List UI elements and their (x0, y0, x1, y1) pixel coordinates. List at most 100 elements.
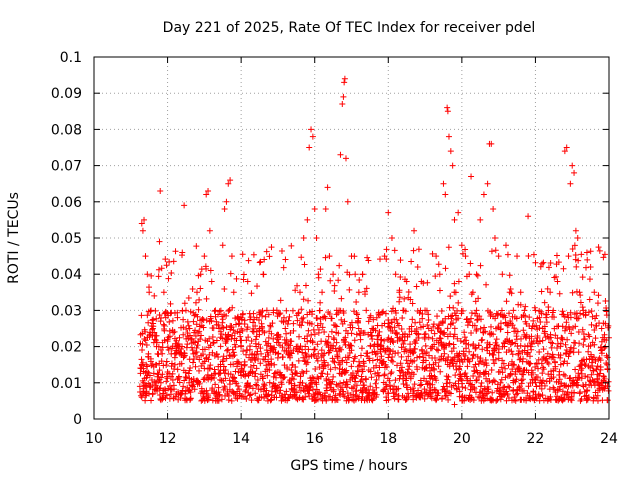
data-point (236, 390, 243, 397)
data-point (306, 387, 313, 394)
data-point (250, 319, 257, 326)
data-point (337, 151, 344, 158)
data-point (566, 349, 573, 356)
data-point (385, 354, 392, 361)
data-point (462, 385, 469, 392)
data-point (381, 337, 388, 344)
data-point (583, 264, 590, 271)
data-point (403, 278, 410, 285)
data-point (447, 148, 454, 155)
data-point (396, 289, 403, 296)
data-point (347, 342, 354, 349)
data-point (516, 365, 523, 372)
data-point (299, 368, 306, 375)
data-point (261, 329, 268, 336)
data-point (477, 216, 484, 223)
data-point (465, 341, 472, 348)
x-tick-label: 22 (527, 431, 545, 447)
data-point (314, 322, 321, 329)
data-point (448, 348, 455, 355)
data-point (538, 385, 545, 392)
data-point (319, 370, 326, 377)
data-point (293, 343, 300, 350)
data-point (468, 315, 475, 322)
data-point (564, 389, 571, 396)
data-point (361, 363, 368, 370)
data-point (540, 366, 547, 373)
data-point (244, 278, 251, 285)
data-point (179, 249, 186, 256)
data-point (197, 285, 204, 292)
data-point (392, 377, 399, 384)
data-point (211, 308, 218, 315)
data-point (256, 331, 263, 338)
data-point (497, 320, 504, 327)
data-point (576, 340, 583, 347)
data-point (200, 324, 207, 331)
data-point (259, 373, 266, 380)
data-point (500, 386, 507, 393)
data-point (182, 307, 189, 314)
data-point (305, 327, 312, 334)
data-point (431, 355, 438, 362)
data-point (313, 381, 320, 388)
data-point (395, 322, 402, 329)
data-point (588, 351, 595, 358)
data-point (193, 321, 200, 328)
data-point (564, 311, 571, 318)
data-point (161, 337, 168, 344)
data-point (452, 380, 459, 387)
data-point (187, 395, 194, 402)
data-point (473, 377, 480, 384)
data-point (276, 311, 283, 318)
data-point (441, 350, 448, 357)
data-point (431, 366, 438, 373)
data-point (361, 288, 368, 295)
data-point (157, 187, 164, 194)
data-point (562, 341, 569, 348)
data-point (451, 354, 458, 361)
data-point (509, 351, 516, 358)
data-point (414, 354, 421, 361)
y-axis-title: ROTI / TECUs (6, 192, 22, 284)
data-point (343, 378, 350, 385)
data-point (533, 322, 540, 329)
data-point (153, 361, 160, 368)
data-point (568, 330, 575, 337)
data-point (575, 328, 582, 335)
data-point (341, 318, 348, 325)
data-point (563, 319, 570, 326)
data-point (217, 361, 224, 368)
data-point (391, 395, 398, 402)
data-point (268, 360, 275, 367)
data-point (400, 380, 407, 387)
data-point (302, 343, 309, 350)
data-point (314, 357, 321, 364)
data-point (525, 383, 532, 390)
data-point (245, 334, 252, 341)
data-point (298, 306, 305, 313)
x-tick-label: 12 (159, 431, 177, 447)
data-point (568, 397, 575, 404)
data-point (260, 271, 267, 278)
data-point (140, 379, 147, 386)
data-point (549, 351, 556, 358)
data-point (450, 304, 457, 311)
data-point (532, 376, 539, 383)
data-point (153, 315, 160, 322)
data-point (572, 227, 579, 234)
data-point (334, 396, 341, 403)
data-point (184, 341, 191, 348)
data-point (271, 370, 278, 377)
data-point (525, 252, 532, 259)
data-point (432, 273, 439, 280)
data-point (440, 180, 447, 187)
data-point (169, 317, 176, 324)
data-point (212, 381, 219, 388)
data-point (589, 363, 596, 370)
data-point (537, 319, 544, 326)
data-point (562, 324, 569, 331)
data-point (587, 248, 594, 255)
data-point (376, 372, 383, 379)
